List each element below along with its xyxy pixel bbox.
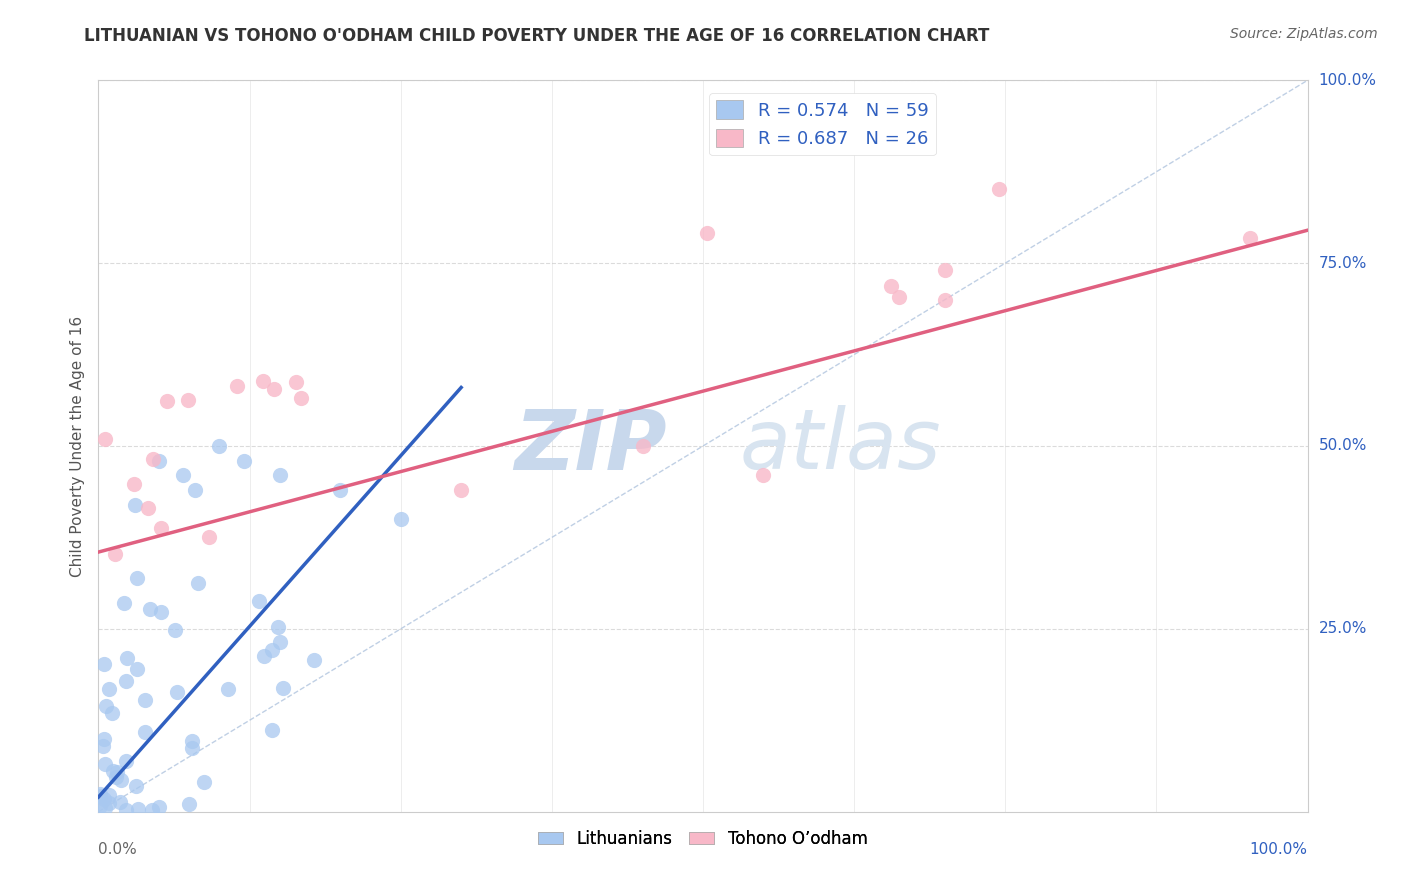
- Point: [93, 732, 115, 747]
- Point: [134, 693, 156, 707]
- Point: [98, 789, 121, 803]
- Point: [110, 795, 132, 809]
- Point: [115, 754, 138, 768]
- Point: [187, 575, 209, 590]
- Point: [115, 651, 138, 665]
- Point: [97, 796, 120, 810]
- Point: [217, 681, 239, 696]
- Text: 75.0%: 75.0%: [1319, 256, 1367, 270]
- Point: [124, 779, 146, 793]
- Point: [93, 791, 115, 805]
- Point: [134, 725, 156, 739]
- Point: [122, 477, 145, 491]
- Point: [631, 439, 654, 453]
- Text: 25.0%: 25.0%: [1319, 622, 1367, 636]
- Text: 100.0%: 100.0%: [1319, 73, 1376, 87]
- Point: [260, 723, 283, 737]
- Point: [821, 117, 844, 131]
- Text: Source: ZipAtlas.com: Source: ZipAtlas.com: [1230, 27, 1378, 41]
- Point: [181, 741, 204, 756]
- Point: [269, 635, 291, 649]
- Point: [198, 530, 221, 544]
- Point: [260, 643, 283, 657]
- Point: [142, 452, 165, 467]
- Point: [389, 512, 412, 526]
- Point: [150, 605, 173, 619]
- Point: [93, 757, 115, 772]
- Point: [105, 764, 128, 779]
- Point: [93, 657, 115, 671]
- Point: [110, 772, 132, 787]
- Point: [290, 391, 312, 405]
- Point: [253, 648, 276, 663]
- Point: [696, 226, 718, 240]
- Point: [934, 263, 956, 277]
- Text: ZIP: ZIP: [515, 406, 666, 486]
- Point: [934, 293, 956, 307]
- Point: [125, 662, 148, 676]
- Point: [450, 483, 472, 497]
- Point: [172, 468, 194, 483]
- Point: [1239, 231, 1261, 245]
- Point: [267, 620, 290, 634]
- Point: [125, 571, 148, 585]
- Point: [94, 699, 117, 714]
- Text: 50.0%: 50.0%: [1319, 439, 1367, 453]
- Point: [988, 181, 1011, 195]
- Point: [166, 685, 188, 699]
- Point: [252, 374, 274, 388]
- Text: LITHUANIAN VS TOHONO O'ODHAM CHILD POVERTY UNDER THE AGE OF 16 CORRELATION CHART: LITHUANIAN VS TOHONO O'ODHAM CHILD POVER…: [84, 27, 990, 45]
- Point: [269, 468, 291, 483]
- Point: [232, 453, 254, 467]
- Point: [226, 379, 249, 393]
- Text: 100.0%: 100.0%: [1250, 842, 1308, 857]
- Legend: Lithuanians, Tohono O’odham: Lithuanians, Tohono O’odham: [531, 823, 875, 855]
- Text: 0.0%: 0.0%: [98, 842, 138, 857]
- Point: [104, 770, 127, 784]
- Point: [184, 483, 207, 497]
- Point: [141, 803, 163, 817]
- Point: [94, 800, 117, 814]
- Y-axis label: Child Poverty Under the Age of 16: Child Poverty Under the Age of 16: [69, 316, 84, 576]
- Point: [91, 739, 114, 754]
- Point: [193, 774, 215, 789]
- Point: [177, 393, 200, 408]
- Text: atlas: atlas: [740, 406, 941, 486]
- Point: [165, 623, 187, 637]
- Point: [879, 278, 901, 293]
- Point: [208, 439, 231, 453]
- Point: [136, 500, 159, 515]
- Point: [150, 521, 173, 535]
- Point: [180, 733, 202, 747]
- Point: [179, 797, 201, 811]
- Point: [115, 674, 138, 689]
- Point: [156, 394, 179, 409]
- Point: [89, 788, 111, 802]
- Point: [247, 594, 270, 608]
- Point: [101, 706, 124, 720]
- Point: [101, 764, 124, 778]
- Point: [284, 375, 307, 389]
- Point: [97, 681, 120, 696]
- Point: [104, 547, 127, 561]
- Point: [148, 453, 170, 467]
- Point: [89, 789, 111, 803]
- Point: [752, 468, 775, 483]
- Point: [89, 799, 111, 814]
- Point: [263, 382, 285, 396]
- Point: [329, 483, 352, 497]
- Point: [302, 653, 325, 667]
- Point: [114, 803, 136, 817]
- Point: [112, 596, 135, 610]
- Point: [127, 802, 149, 816]
- Point: [139, 602, 162, 616]
- Point: [761, 119, 783, 133]
- Point: [887, 290, 910, 304]
- Point: [124, 498, 146, 512]
- Point: [271, 681, 294, 695]
- Point: [94, 432, 117, 446]
- Point: [148, 800, 170, 814]
